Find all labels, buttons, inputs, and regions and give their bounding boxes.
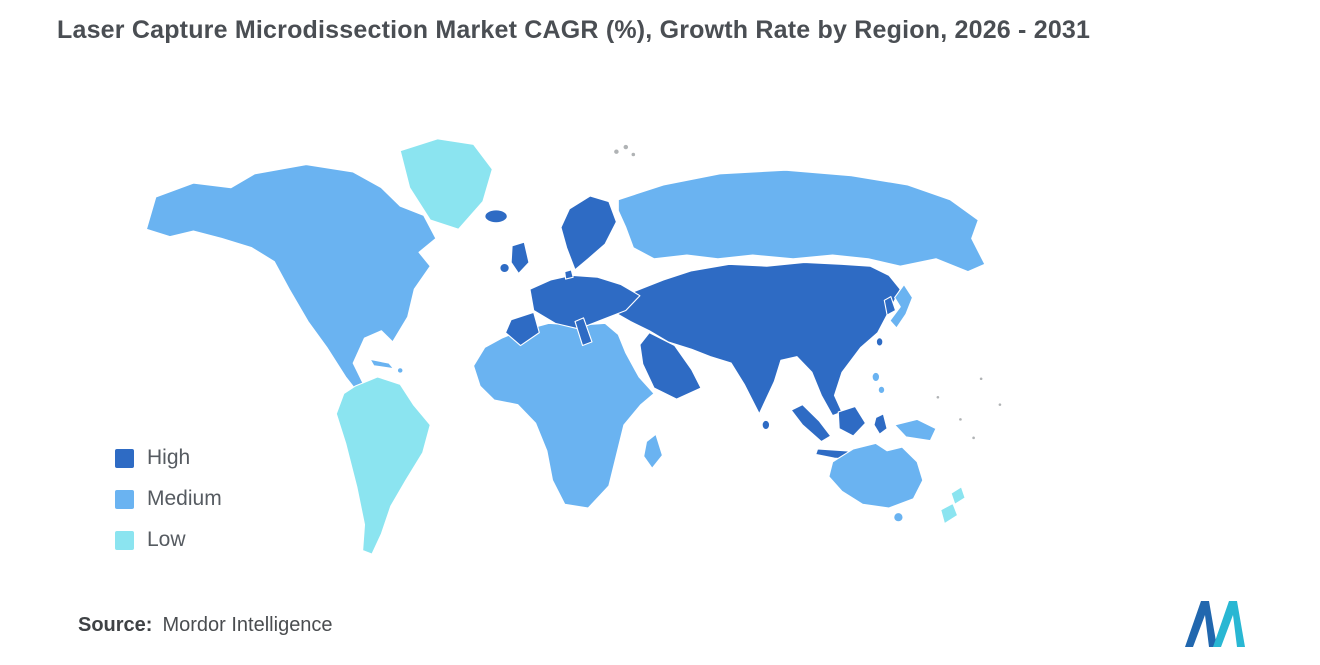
region-svalbard xyxy=(630,151,637,158)
region-australia xyxy=(828,442,924,509)
region-tasmania xyxy=(893,512,904,523)
region-svalbard xyxy=(622,143,630,151)
region-japan xyxy=(889,284,914,329)
region-sri-lanka xyxy=(761,419,771,431)
legend-swatch-high xyxy=(115,448,134,468)
source-value: Mordor Intelligence xyxy=(162,614,333,636)
region-europe-uk xyxy=(510,241,530,275)
legend-label-low: Low xyxy=(147,528,186,551)
source-label: Source: xyxy=(78,614,153,636)
world-map xyxy=(90,100,1030,580)
legend-label-high: High xyxy=(147,446,191,469)
region-korea xyxy=(883,296,897,316)
region-svalbard xyxy=(613,148,620,156)
logo-left-chevron xyxy=(1185,601,1217,647)
legend: High Medium Low xyxy=(115,446,222,552)
region-new-guinea xyxy=(894,418,937,442)
region-caribbean-hispaniola xyxy=(396,367,404,374)
source-line: Source: Mordor Intelligence xyxy=(78,614,333,637)
region-pacific-islands xyxy=(971,435,977,441)
region-africa xyxy=(472,322,655,509)
region-indonesia-borneo xyxy=(837,405,867,437)
region-pacific-islands xyxy=(997,402,1003,408)
logo-right-chevron xyxy=(1213,601,1245,647)
region-greenland xyxy=(399,138,493,230)
region-europe-ireland xyxy=(499,262,510,274)
mordor-intelligence-logo xyxy=(1185,601,1245,647)
region-europe-denmark xyxy=(564,269,574,280)
region-indonesia-sumatra xyxy=(790,404,832,443)
legend-label-medium: Medium xyxy=(147,487,222,510)
legend-item-high: High xyxy=(115,446,222,470)
legend-item-medium: Medium xyxy=(115,487,222,511)
world-map-svg xyxy=(145,138,1003,555)
region-pacific-islands xyxy=(978,376,984,382)
region-middle-east xyxy=(639,332,702,400)
region-europe-iceland xyxy=(484,209,508,224)
region-caribbean-cuba xyxy=(369,358,395,370)
region-pacific-islands xyxy=(957,416,963,422)
region-new-zealand-south xyxy=(940,502,959,525)
legend-swatch-low xyxy=(115,530,134,550)
region-europe-iberia xyxy=(504,311,540,347)
region-south-america xyxy=(335,376,431,555)
region-russia xyxy=(617,169,986,273)
region-philippines xyxy=(871,371,881,383)
legend-item-low: Low xyxy=(115,528,222,552)
region-taiwan xyxy=(875,337,884,347)
region-north-america xyxy=(145,164,437,402)
region-europe-italy xyxy=(574,317,593,347)
region-new-zealand-north xyxy=(950,486,966,505)
chart-title: Laser Capture Microdissection Market CAG… xyxy=(57,16,1091,44)
region-madagascar xyxy=(643,433,664,469)
region-philippines xyxy=(877,385,886,395)
legend-swatch-medium xyxy=(115,489,134,509)
region-europe-scandinavia xyxy=(560,195,617,271)
region-indonesia-sulawesi xyxy=(873,413,888,435)
region-pacific-islands xyxy=(935,394,941,400)
